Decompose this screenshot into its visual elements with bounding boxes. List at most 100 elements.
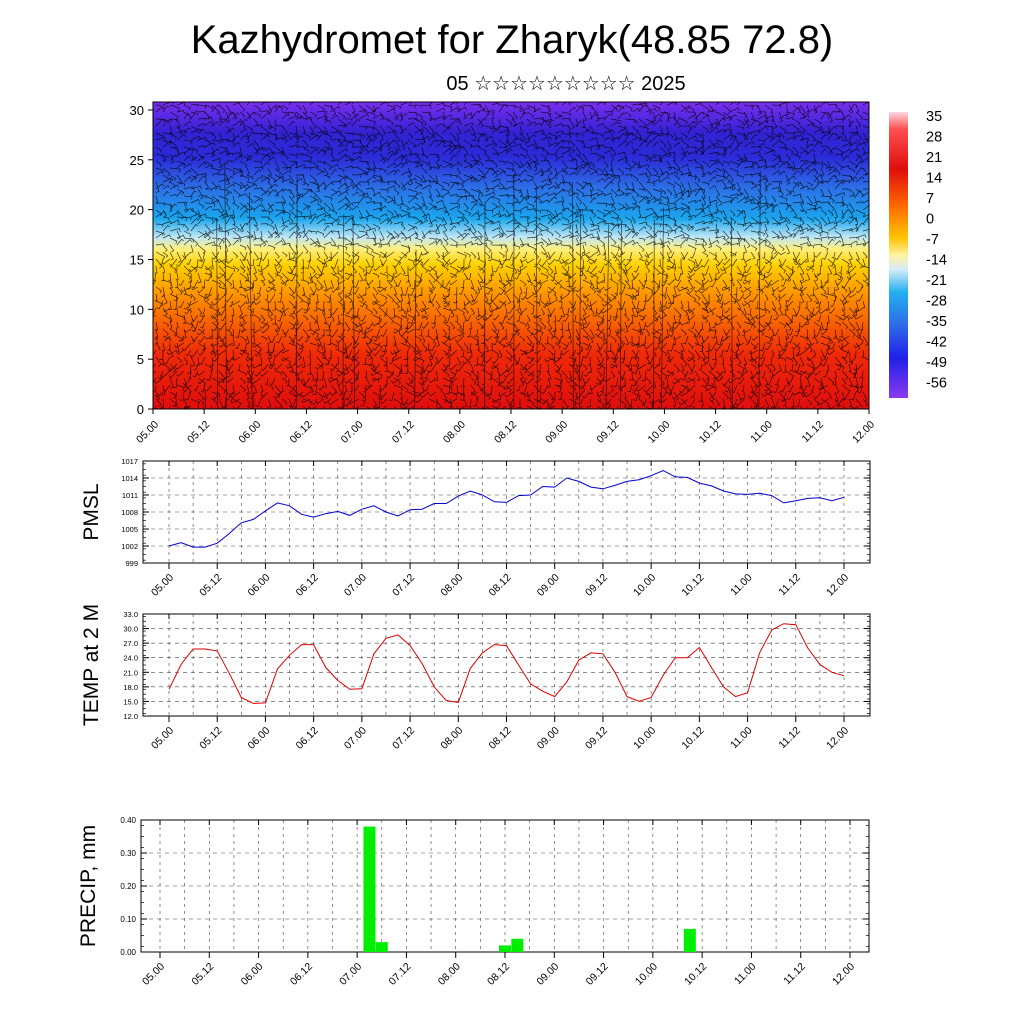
precip-bar [375,942,388,952]
heatmap-x-tick-label: 07.00 [339,419,366,446]
y-tick-label: 15.0 [123,697,138,706]
x-tick-label: 11.00 [728,725,755,752]
x-tick-label: 11.12 [781,961,808,988]
colorbar-label: -28 [926,294,947,310]
x-tick-label: 08.00 [436,961,463,988]
colorbar-label: -42 [926,335,947,351]
x-tick-label: 10.00 [631,572,658,599]
heatmap-x-tick-label: 09.12 [594,419,621,446]
heatmap-y-tick-label: 30 [130,103,144,118]
heatmap-x-tick-label: 05.00 [134,419,161,446]
colorbar-label: 14 [926,171,942,187]
colorbar-label: 28 [926,130,942,146]
heatmap-x-tick-label: 10.00 [645,419,672,446]
y-tick-label: 0.20 [120,882,136,891]
y-axis-label: PRECIP, mm [77,825,100,947]
heatmap-y-tick-label: 10 [130,302,144,317]
colorbar-label: -7 [926,232,939,248]
page-subtitle: 05 ☆☆☆☆☆☆☆☆☆ 2025 [446,73,686,95]
heatmap-x-tick-label: 08.00 [441,419,468,446]
y-tick-label: 999 [125,559,138,568]
heatmap-x-tick-label: 09.00 [543,419,570,446]
colorbar-label: -49 [926,355,947,371]
x-tick-label: 09.12 [584,961,611,988]
colorbar-label: 7 [926,191,934,207]
colorbar-label: 21 [926,150,942,166]
heatmap-x-tick-label: 11.00 [748,419,775,446]
heatmap-x-tick-label: 06.12 [287,419,314,446]
y-tick-label: 24.0 [123,654,138,663]
heatmap-x-tick-label: 06.00 [236,419,263,446]
wind-barb-lines [153,102,869,409]
x-tick-label: 06.00 [245,725,272,752]
page-title: Kazhydromet for Zharyk(48.85 72.8) [190,18,834,62]
precip-bar [511,938,524,952]
x-tick-label: 12.00 [830,961,857,988]
heatmap-x-tick-label: 12.00 [850,419,877,446]
x-tick-label: 11.12 [776,725,803,752]
y-tick-label: 27.0 [123,639,138,648]
y-tick-label: 33.0 [123,610,138,619]
x-tick-label: 07.00 [342,725,369,752]
x-tick-label: 08.00 [438,725,465,752]
colorbar-label: -21 [926,273,947,289]
x-tick-label: 05.00 [140,961,167,988]
colorbar [889,112,908,398]
colorbar-label: 0 [926,212,934,228]
temp-2m-panel: 33.0 30.0 27.0 24.0 21.0 18.0 15.0 12.0 05.00 05.… [80,604,871,752]
y-tick-label: 1014 [121,474,138,483]
x-tick-label: 12.00 [824,572,851,599]
panel-frame [142,613,871,717]
x-tick-label: 09.00 [535,725,562,752]
x-tick-label: 06.12 [288,961,315,988]
pmsl-panel: 1017 1014 1011 1008 1005 1002 999 05.00 05.12 06.… [80,457,871,599]
heatmap-x-tick-label: 08.12 [492,419,519,446]
colorbar-label: -56 [926,376,947,392]
x-tick-label: 05.12 [189,961,216,988]
x-tick-label: 09.00 [535,572,562,599]
y-tick-label: 0.10 [120,915,136,924]
pmsl-line [168,470,845,548]
x-tick-label: 07.12 [390,572,417,599]
x-tick-label: 05.00 [149,572,176,599]
x-tick-label: 08.12 [487,725,514,752]
x-tick-label: 10.12 [682,961,709,988]
x-tick-label: 06.00 [245,572,272,599]
x-tick-label: 07.12 [390,725,417,752]
heatmap-x-tick-label: 05.12 [185,419,212,446]
precip-bar [363,826,376,952]
x-tick-label: 07.00 [342,572,369,599]
y-tick-label: 1002 [121,542,138,551]
x-tick-label: 05.00 [149,725,176,752]
x-tick-label: 06.12 [294,725,321,752]
y-axis-label: PMSL [80,483,103,540]
y-tick-label: 12.0 [123,712,138,721]
y-tick-label: 0.40 [120,816,136,825]
x-tick-label: 11.12 [776,572,803,599]
y-tick-label: 21.0 [123,668,138,677]
x-tick-label: 09.12 [583,725,610,752]
x-tick-label: 11.00 [728,572,755,599]
y-tick-label: 30.0 [123,625,138,634]
heatmap-field [153,102,869,409]
heatmap-y-tick-label: 15 [130,252,144,267]
heatmap-x-tick-label: 10.12 [697,419,724,446]
x-tick-label: 06.12 [294,572,321,599]
x-tick-label: 05.12 [197,725,224,752]
y-tick-label: 1011 [122,491,138,500]
y-tick-label: 1008 [121,508,138,517]
y-tick-label: 1005 [121,525,138,534]
precip-bar [499,945,511,952]
x-tick-label: 10.12 [679,572,706,599]
y-tick-label: 0.30 [120,849,136,858]
x-tick-label: 09.00 [534,961,561,988]
heatmap-x-tick-label: 11.12 [799,419,826,446]
x-tick-label: 07.12 [386,961,413,988]
x-tick-label: 07.00 [337,961,364,988]
precip-bar [683,928,696,952]
y-tick-label: 18.0 [123,683,138,692]
panel-frame [142,460,871,564]
temp-2m-line [168,623,845,704]
y-tick-label: 1017 [121,457,138,466]
